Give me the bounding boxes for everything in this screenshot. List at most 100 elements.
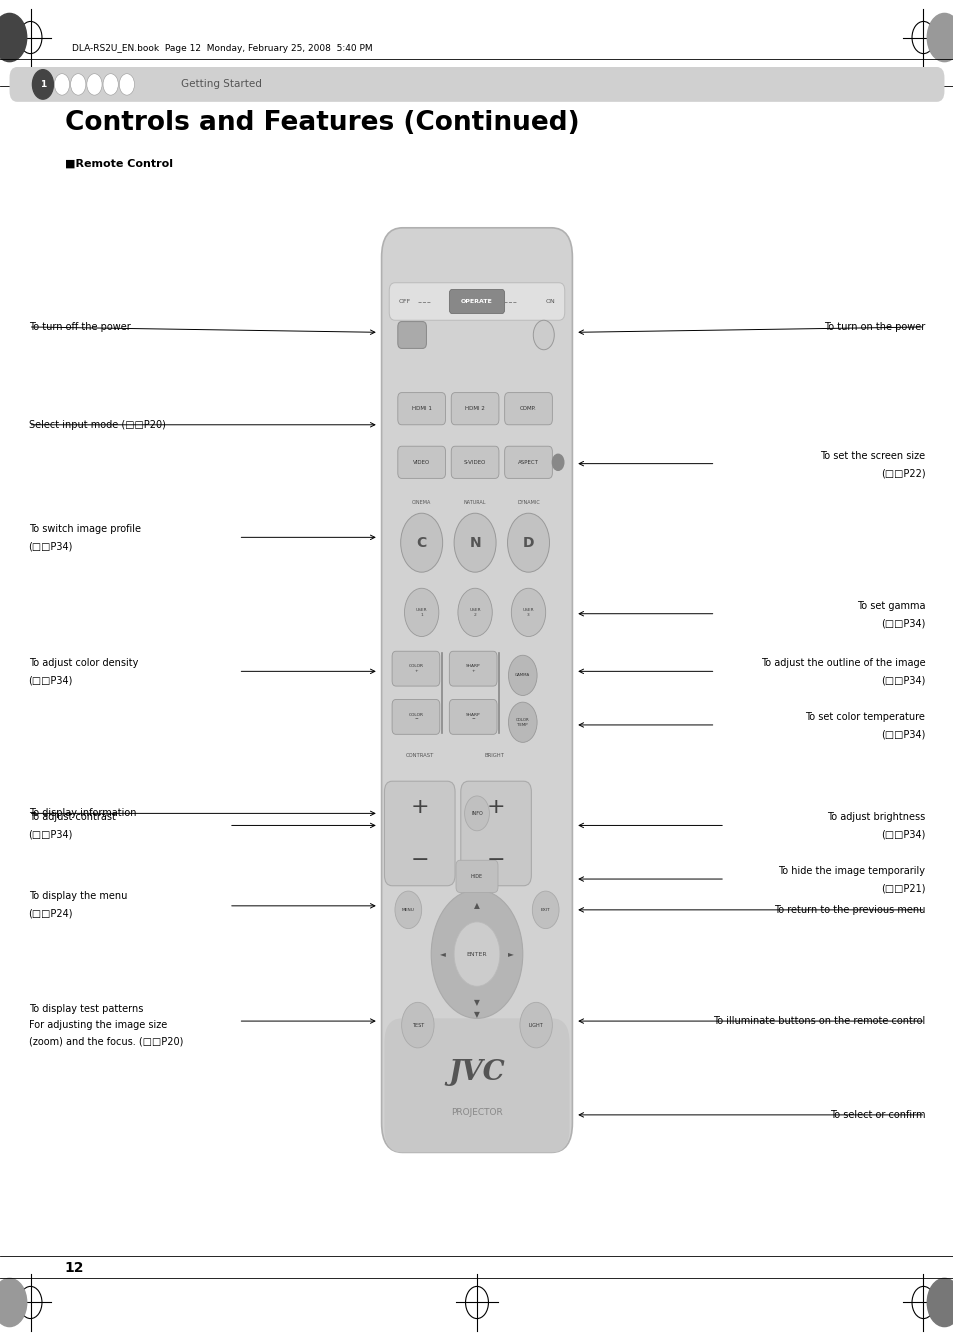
Text: ENTER: ENTER	[466, 951, 487, 957]
Text: ◄: ◄	[439, 950, 445, 958]
FancyBboxPatch shape	[392, 699, 439, 734]
FancyBboxPatch shape	[451, 446, 498, 478]
Text: EXIT: EXIT	[540, 909, 550, 911]
Text: MENU: MENU	[401, 909, 415, 911]
Text: INFO: INFO	[471, 811, 482, 816]
Text: (□□P34): (□□P34)	[29, 541, 73, 552]
Circle shape	[119, 74, 134, 95]
Text: To turn on the power: To turn on the power	[823, 322, 924, 332]
Circle shape	[511, 588, 545, 636]
Text: ▲: ▲	[474, 902, 479, 910]
Circle shape	[508, 655, 537, 695]
Text: ▼: ▼	[474, 998, 479, 1006]
Text: PROJECTOR: PROJECTOR	[451, 1108, 502, 1116]
Text: (□□P24): (□□P24)	[29, 909, 73, 919]
Text: SHARP
+: SHARP +	[465, 665, 480, 673]
Text: (□□P34): (□□P34)	[29, 829, 73, 840]
FancyBboxPatch shape	[384, 781, 455, 886]
Text: −: −	[410, 851, 429, 870]
FancyBboxPatch shape	[504, 446, 552, 478]
Text: DLA-RS2U_EN.book  Page 12  Monday, February 25, 2008  5:40 PM: DLA-RS2U_EN.book Page 12 Monday, Februar…	[71, 44, 372, 52]
Text: To switch image profile: To switch image profile	[29, 524, 140, 535]
Text: C: C	[416, 536, 426, 549]
Circle shape	[32, 70, 53, 99]
Text: To illuminate buttons on the remote control: To illuminate buttons on the remote cont…	[713, 1016, 924, 1026]
Text: ASPECT: ASPECT	[517, 460, 538, 465]
FancyBboxPatch shape	[384, 1018, 569, 1152]
Text: LIGHT: LIGHT	[528, 1022, 543, 1028]
Text: Controls and Features (Continued): Controls and Features (Continued)	[65, 110, 578, 137]
Circle shape	[926, 13, 953, 62]
Circle shape	[926, 1278, 953, 1327]
Circle shape	[400, 513, 442, 572]
Text: CINEMA: CINEMA	[412, 500, 431, 505]
Circle shape	[401, 1002, 434, 1048]
Text: (□□P34): (□□P34)	[880, 729, 924, 740]
Text: USER
3: USER 3	[522, 608, 534, 616]
Text: USER
2: USER 2	[469, 608, 480, 616]
Text: (□□P21): (□□P21)	[880, 883, 924, 894]
Text: +: +	[486, 797, 505, 816]
Text: COLOR
TEMP: COLOR TEMP	[516, 718, 529, 726]
Text: JVC: JVC	[448, 1059, 505, 1085]
FancyBboxPatch shape	[397, 446, 445, 478]
Circle shape	[0, 13, 27, 62]
FancyBboxPatch shape	[504, 393, 552, 425]
Text: To display the menu: To display the menu	[29, 891, 127, 902]
Text: 12: 12	[65, 1261, 84, 1274]
Text: BRIGHT: BRIGHT	[484, 753, 503, 758]
Text: For adjusting the image size: For adjusting the image size	[29, 1020, 167, 1030]
Text: ON: ON	[545, 299, 555, 304]
Text: +: +	[410, 797, 429, 816]
Text: To adjust the outline of the image: To adjust the outline of the image	[760, 658, 924, 669]
Text: SHARP
−: SHARP −	[465, 713, 480, 721]
Text: −: −	[486, 851, 505, 870]
Circle shape	[519, 1002, 552, 1048]
Circle shape	[552, 454, 563, 470]
Circle shape	[71, 74, 86, 95]
Text: Select input mode (□□P20): Select input mode (□□P20)	[29, 419, 165, 430]
FancyBboxPatch shape	[451, 393, 498, 425]
Text: To return to the previous menu: To return to the previous menu	[773, 905, 924, 915]
Text: COLOR
−: COLOR −	[408, 713, 423, 721]
Text: To adjust brightness: To adjust brightness	[826, 812, 924, 823]
Text: GAMMA: GAMMA	[515, 674, 530, 677]
Text: HIDE: HIDE	[471, 874, 482, 879]
Text: VIDEO: VIDEO	[413, 460, 430, 465]
FancyBboxPatch shape	[449, 699, 497, 734]
Text: USER
1: USER 1	[416, 608, 427, 616]
Text: To display test patterns: To display test patterns	[29, 1004, 143, 1014]
Text: CONTRAST: CONTRAST	[405, 753, 434, 758]
FancyBboxPatch shape	[397, 393, 445, 425]
Text: (□□P34): (□□P34)	[880, 618, 924, 628]
Text: D: D	[522, 536, 534, 549]
Circle shape	[103, 74, 118, 95]
Circle shape	[454, 513, 496, 572]
Circle shape	[532, 891, 558, 929]
Text: ▼: ▼	[474, 1010, 479, 1018]
Circle shape	[54, 74, 70, 95]
Text: To adjust color density: To adjust color density	[29, 658, 138, 669]
Text: ■Remote Control: ■Remote Control	[65, 158, 172, 169]
Text: HDMI 2: HDMI 2	[465, 406, 484, 411]
Text: (□□P34): (□□P34)	[880, 829, 924, 840]
Circle shape	[464, 796, 489, 831]
Text: OFF: OFF	[398, 299, 411, 304]
Text: S-VIDEO: S-VIDEO	[463, 460, 486, 465]
Circle shape	[457, 588, 492, 636]
Text: To select or confirm: To select or confirm	[829, 1110, 924, 1120]
FancyBboxPatch shape	[449, 651, 497, 686]
FancyBboxPatch shape	[460, 781, 531, 886]
Text: N: N	[469, 536, 480, 549]
Text: NATURAL: NATURAL	[463, 500, 486, 505]
Text: To hide the image temporarily: To hide the image temporarily	[778, 866, 924, 876]
FancyBboxPatch shape	[456, 860, 497, 892]
Text: DYNAMIC: DYNAMIC	[517, 500, 539, 505]
Text: To display information: To display information	[29, 808, 136, 819]
Circle shape	[507, 513, 549, 572]
Text: ►: ►	[508, 950, 514, 958]
FancyBboxPatch shape	[449, 289, 504, 314]
Circle shape	[454, 922, 499, 986]
Text: OPERATE: OPERATE	[460, 299, 493, 304]
Text: (zoom) and the focus. (□□P20): (zoom) and the focus. (□□P20)	[29, 1036, 183, 1047]
